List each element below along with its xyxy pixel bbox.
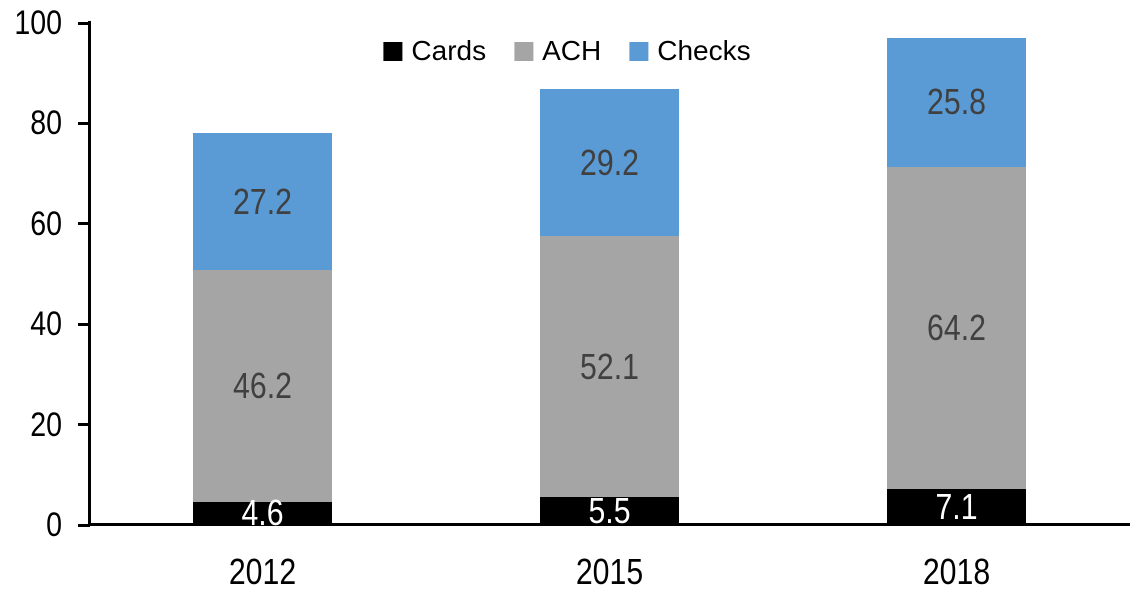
x-axis-category-label: 2015 <box>575 551 644 592</box>
x-axis <box>88 523 1130 526</box>
bar-segment-checks-2018 <box>886 37 1026 168</box>
bar-segment-label: 4.6 <box>241 492 284 534</box>
legend-item-label: ACH <box>542 35 602 66</box>
legend-color-swatch-icon <box>383 41 403 61</box>
bar-segment-label: 27.2 <box>233 180 292 222</box>
y-axis-tick-label: 60 <box>30 204 62 243</box>
legend-item-label: Cards <box>411 35 487 66</box>
y-axis <box>88 21 91 526</box>
bar-segment-checks-2015 <box>540 89 679 236</box>
bar-segment-label: 25.8 <box>926 81 986 123</box>
x-axis-category-label: 2018 <box>922 551 990 592</box>
y-axis-tick-label: 40 <box>30 305 62 344</box>
y-axis-tick <box>78 523 90 527</box>
bar-segment-label: 46.2 <box>233 364 292 406</box>
y-axis-tick <box>78 423 90 427</box>
y-axis-tick-label: 100 <box>14 4 63 42</box>
chart-legend: Cards ACH Checks <box>383 35 751 66</box>
bar-segment-label: 52.1 <box>580 345 639 387</box>
legend-color-swatch-icon <box>514 41 534 61</box>
bar-segment-cards-2018 <box>886 489 1026 525</box>
y-axis-tick-label: 80 <box>30 104 62 143</box>
bar-segment-checks-2012 <box>193 133 332 270</box>
bar-segment-cards-2012 <box>193 501 332 525</box>
bar-segment-cards-2015 <box>540 497 679 525</box>
bar-segment-label: 29.2 <box>580 141 639 183</box>
bar-segment-ach-2015 <box>540 235 679 498</box>
legend-color-swatch-icon <box>629 41 649 61</box>
y-axis-tick <box>78 21 90 25</box>
y-axis-tick <box>78 222 90 226</box>
y-axis-tick-label: 0 <box>46 506 62 544</box>
y-axis-tick-label: 20 <box>30 405 62 444</box>
legend-item-cards: Cards <box>383 36 486 66</box>
bar-segment-label: 7.1 <box>934 486 978 528</box>
y-axis-tick <box>78 121 90 125</box>
bar-segment-label: 64.2 <box>926 307 986 349</box>
legend-item-checks: Checks <box>629 35 751 66</box>
x-axis-category-label: 2012 <box>228 551 297 592</box>
legend-item-label: Checks <box>657 35 751 66</box>
bar-segment-ach-2018 <box>886 167 1026 490</box>
bar-segment-ach-2012 <box>193 269 332 502</box>
bar-segment-label: 5.5 <box>588 490 631 532</box>
legend-item-ach: ACH <box>514 36 601 66</box>
y-axis-tick <box>78 322 90 326</box>
